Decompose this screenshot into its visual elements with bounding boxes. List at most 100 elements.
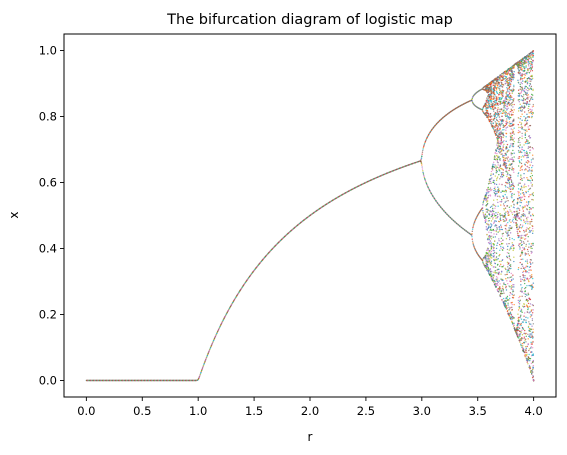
- data-point: [488, 227, 489, 228]
- data-point: [522, 237, 523, 238]
- data-point: [508, 214, 509, 215]
- data-point: [496, 117, 497, 118]
- data-point: [497, 231, 498, 232]
- data-point: [498, 114, 499, 115]
- data-point: [500, 296, 501, 297]
- data-point: [496, 225, 497, 226]
- data-point: [501, 271, 502, 272]
- data-point: [528, 104, 529, 105]
- data-point: [488, 254, 489, 255]
- data-point: [496, 272, 497, 273]
- data-point: [526, 157, 527, 158]
- data-point: [518, 215, 519, 216]
- data-point: [513, 143, 514, 144]
- data-point: [504, 164, 505, 165]
- data-point: [504, 205, 505, 206]
- data-point: [499, 170, 500, 171]
- data-point: [501, 172, 502, 173]
- data-point: [491, 121, 492, 122]
- data-point: [496, 248, 497, 249]
- data-point: [528, 81, 529, 82]
- data-point: [510, 145, 511, 146]
- data-point: [493, 83, 494, 84]
- data-point: [508, 263, 509, 264]
- data-point: [497, 285, 498, 286]
- data-point: [512, 188, 513, 189]
- data-point: [529, 116, 530, 117]
- data-point: [510, 117, 511, 118]
- data-point: [486, 223, 487, 224]
- data-point: [525, 216, 526, 217]
- data-point: [506, 118, 507, 119]
- data-point: [493, 82, 494, 83]
- data-point: [528, 303, 529, 304]
- data-point: [508, 299, 509, 300]
- data-point: [498, 156, 499, 157]
- data-point: [527, 155, 528, 156]
- data-point: [510, 175, 511, 176]
- data-point: [511, 248, 512, 249]
- data-point: [486, 250, 487, 251]
- data-point: [527, 223, 528, 224]
- data-point: [498, 130, 499, 131]
- data-point: [521, 169, 522, 170]
- data-point: [525, 137, 526, 138]
- data-point: [485, 221, 486, 222]
- data-point: [527, 249, 528, 250]
- data-point: [525, 238, 526, 239]
- data-point: [521, 242, 522, 243]
- data-point: [497, 258, 498, 259]
- data-point: [528, 69, 529, 70]
- data-point: [529, 58, 530, 59]
- data-point: [506, 238, 507, 239]
- data-point: [492, 167, 493, 168]
- data-point: [505, 108, 506, 109]
- data-point: [500, 90, 501, 91]
- data-point: [522, 338, 523, 339]
- data-point: [507, 200, 508, 201]
- data-point: [529, 360, 530, 361]
- data-point: [513, 75, 514, 76]
- data-point: [514, 214, 515, 215]
- data-point: [496, 230, 497, 231]
- data-point: [524, 235, 525, 236]
- data-point: [511, 128, 512, 129]
- data-point: [519, 142, 520, 143]
- data-point: [506, 148, 507, 149]
- data-point: [487, 203, 488, 204]
- data-point: [421, 163, 422, 164]
- data-point: [502, 132, 503, 133]
- data-point: [518, 267, 519, 268]
- data-point: [526, 227, 527, 228]
- data-point: [499, 167, 500, 168]
- data-point: [497, 205, 498, 206]
- data-point: [497, 103, 498, 104]
- data-point: [512, 129, 513, 130]
- data-point: [518, 297, 519, 298]
- data-point: [526, 349, 527, 350]
- data-point: [520, 317, 521, 318]
- data-point: [495, 193, 496, 194]
- data-point: [518, 138, 519, 139]
- data-point: [490, 119, 491, 120]
- data-point: [528, 65, 529, 66]
- data-point: [521, 264, 522, 265]
- data-point: [505, 278, 506, 279]
- data-point: [524, 70, 525, 71]
- data-point: [507, 246, 508, 247]
- data-point: [526, 139, 527, 140]
- data-point: [501, 299, 502, 300]
- data-point: [509, 100, 510, 101]
- data-point: [505, 201, 506, 202]
- data-point: [509, 315, 510, 316]
- data-point: [527, 263, 528, 264]
- data-point: [510, 281, 511, 282]
- data-point: [495, 113, 496, 114]
- data-point: [511, 245, 512, 246]
- data-point: [490, 273, 491, 274]
- data-point: [493, 173, 494, 174]
- data-point: [519, 73, 520, 74]
- data-point: [505, 112, 506, 113]
- data-point: [486, 97, 487, 98]
- data-point: [521, 128, 522, 129]
